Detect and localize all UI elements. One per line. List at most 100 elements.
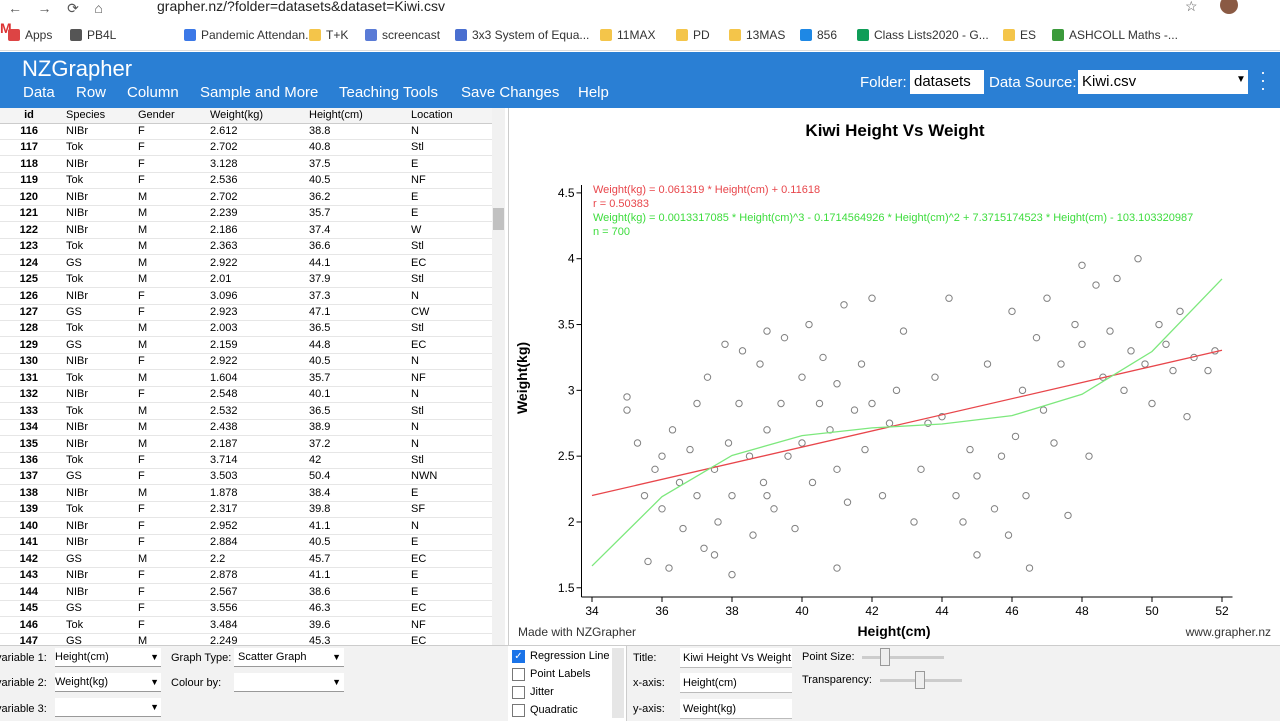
- gmail-icon[interactable]: M: [0, 20, 12, 36]
- bookmark[interactable]: 13MAS: [729, 28, 785, 42]
- table-cell: 40.5: [309, 536, 331, 549]
- column-header[interactable]: id: [24, 109, 34, 121]
- table-row[interactable]: 130 NIBr F 2.922 40.5 N: [0, 353, 492, 371]
- options-scrollbar[interactable]: [612, 648, 624, 718]
- scrollbar[interactable]: [492, 108, 505, 645]
- colour-select[interactable]: ▼: [234, 673, 344, 692]
- point: [1127, 347, 1135, 355]
- scroll-thumb[interactable]: [493, 208, 504, 230]
- star[interactable]: ☆: [1185, 0, 1198, 14]
- table-cell: CW: [411, 305, 430, 318]
- menu-item[interactable]: Row: [76, 84, 107, 101]
- table-row[interactable]: 131 Tok M 1.604 35.7 NF: [0, 370, 492, 387]
- bookmark-label: 11MAX: [617, 28, 656, 42]
- menu-item[interactable]: Save Changes: [461, 84, 560, 101]
- point: [1022, 491, 1030, 500]
- bookmark[interactable]: Class Lists2020 - G...: [857, 28, 989, 42]
- table-row[interactable]: 128 Tok M 2.003 36.5 Stl: [0, 320, 492, 338]
- yaxis-input[interactable]: Weight(kg): [680, 699, 792, 719]
- table-row[interactable]: 136 Tok F 3.714 42 Stl: [0, 452, 492, 469]
- table-row[interactable]: 129 GS M 2.159 44.8 EC: [0, 337, 492, 354]
- menu-item[interactable]: Column: [127, 84, 179, 101]
- bookmark[interactable]: PB4L: [70, 28, 116, 42]
- url[interactable]: grapher.nz/?folder=datasets&dataset=Kiwi…: [157, 0, 445, 14]
- menu-item[interactable]: Sample and More: [200, 84, 319, 101]
- folder-input[interactable]: datasets: [910, 70, 984, 94]
- table-row[interactable]: 144 NIBr F 2.567 38.6 E: [0, 584, 492, 601]
- point: [966, 445, 974, 454]
- menu-item[interactable]: Data: [23, 84, 55, 101]
- table-row[interactable]: 140 NIBr F 2.952 41.1 N: [0, 518, 492, 535]
- bookmark[interactable]: PD: [676, 28, 710, 42]
- bookmark[interactable]: screencast: [365, 28, 440, 42]
- column-header[interactable]: Weight(kg): [210, 109, 263, 121]
- bookmark[interactable]: 856: [800, 28, 837, 42]
- transparency-thumb[interactable]: [915, 671, 925, 689]
- app-header: NZGrapher Folder: datasets Data Source: …: [0, 52, 1280, 108]
- bookmark[interactable]: T+K: [309, 28, 348, 42]
- table-cell: 38.8: [309, 125, 331, 137]
- point: [759, 478, 768, 487]
- column-header[interactable]: Gender: [138, 109, 175, 121]
- table-row[interactable]: 125 Tok M 2.01 37.9 Stl: [0, 271, 492, 289]
- table-row[interactable]: 139 Tok F 2.317 39.8 SF: [0, 501, 492, 519]
- table-row[interactable]: 134 NIBr M 2.438 38.9 N: [0, 419, 492, 437]
- checkbox[interactable]: [512, 704, 525, 717]
- table-row[interactable]: 142 GS M 2.2 45.7 EC: [0, 551, 492, 568]
- table-cell: 40.5: [309, 355, 331, 368]
- point: [857, 360, 866, 368]
- title-input[interactable]: Kiwi Height Vs Weight: [680, 648, 792, 668]
- table-row[interactable]: 119 Tok F 2.536 40.5 NF: [0, 172, 492, 190]
- point-size-slider[interactable]: [862, 656, 944, 659]
- var2-select[interactable]: Weight(kg) ▼: [55, 673, 161, 692]
- bookmark[interactable]: 11MAX: [600, 28, 655, 42]
- table-cell: E: [411, 569, 419, 582]
- table-row[interactable]: 116 NIBr F 2.612 38.8 N: [0, 123, 492, 140]
- annotation: r = 0.50383: [593, 198, 649, 210]
- bookmark[interactable]: Apps: [8, 28, 52, 42]
- more-menu[interactable]: · · ·: [1260, 62, 1266, 98]
- var1-select[interactable]: Height(cm) ▼: [55, 648, 161, 667]
- column-header[interactable]: Location: [411, 109, 453, 121]
- bookmark[interactable]: Pandemic Attendan...: [184, 28, 315, 42]
- row-id: 138: [19, 486, 38, 499]
- table-row[interactable]: 137 GS F 3.503 50.4 NWN: [0, 468, 492, 486]
- table-row[interactable]: 117 Tok F 2.702 40.8 Stl: [0, 139, 492, 157]
- point-size-thumb[interactable]: [880, 648, 890, 666]
- table-cell: M: [138, 240, 148, 253]
- column-header[interactable]: Species: [66, 109, 106, 121]
- table-row[interactable]: 138 NIBr M 1.878 38.4 E: [0, 485, 492, 502]
- table-cell: F: [138, 536, 145, 549]
- table-row[interactable]: 126 NIBr F 3.096 37.3 N: [0, 288, 492, 305]
- table-row[interactable]: 146 Tok F 3.484 39.6 NF: [0, 617, 492, 634]
- table-row[interactable]: 132 NIBr F 2.548 40.1 N: [0, 386, 492, 404]
- bookmark[interactable]: 3x3 System of Equa...: [455, 28, 589, 42]
- table-row[interactable]: 124 GS M 2.922 44.1 EC: [0, 255, 492, 272]
- table-row[interactable]: 127 GS F 2.923 47.1 CW: [0, 304, 492, 321]
- table-row[interactable]: 122 NIBr M 2.186 37.4 W: [0, 222, 492, 239]
- table-row[interactable]: 143 NIBr F 2.878 41.1 E: [0, 567, 492, 585]
- row-id: 121: [19, 207, 38, 220]
- bookmark[interactable]: ES: [1003, 28, 1036, 42]
- avatar[interactable]: [1220, 0, 1238, 14]
- menu-item[interactable]: Help: [578, 84, 609, 101]
- table-row[interactable]: 135 NIBr M 2.187 37.2 N: [0, 436, 492, 453]
- table-row[interactable]: 133 Tok M 2.532 36.5 Stl: [0, 403, 492, 420]
- var3-select[interactable]: ▼: [55, 698, 161, 717]
- source-select[interactable]: Kiwi.csv: [1078, 70, 1248, 94]
- checkbox[interactable]: ✓: [512, 650, 525, 663]
- table-row[interactable]: 118 NIBr F 3.128 37.5 E: [0, 156, 492, 173]
- checkbox[interactable]: [512, 668, 525, 681]
- column-header[interactable]: Height(cm): [309, 109, 363, 121]
- table-row[interactable]: 121 NIBr M 2.239 35.7 E: [0, 205, 492, 223]
- bookmark[interactable]: ASHCOLL Maths -...: [1052, 28, 1178, 42]
- graph-type-select[interactable]: Scatter Graph ▼: [234, 648, 344, 667]
- table-row[interactable]: 147 GS M 2.249 45.3 EC: [0, 633, 492, 645]
- table-row[interactable]: 141 NIBr F 2.884 40.5 E: [0, 534, 492, 552]
- menu-item[interactable]: Teaching Tools: [339, 84, 438, 101]
- table-row[interactable]: 123 Tok M 2.363 36.6 Stl: [0, 238, 492, 256]
- table-row[interactable]: 120 NIBr M 2.702 36.2 E: [0, 189, 492, 206]
- xaxis-input[interactable]: Height(cm): [680, 673, 792, 693]
- table-row[interactable]: 145 GS F 3.556 46.3 EC: [0, 600, 492, 618]
- checkbox[interactable]: [512, 686, 525, 699]
